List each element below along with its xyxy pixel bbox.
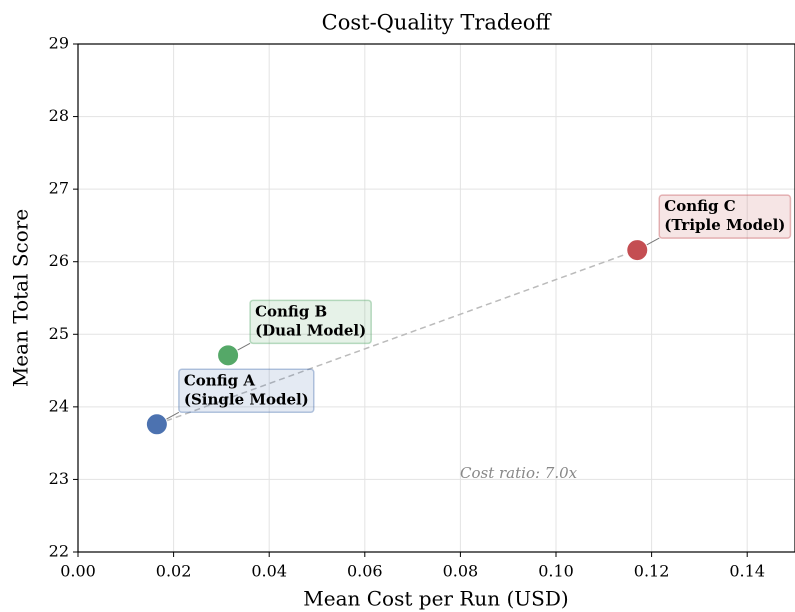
x-tick-label: 0.02 [156, 562, 192, 581]
y-tick-label: 23 [49, 469, 69, 488]
trend-line [156, 249, 638, 425]
y-axis-label: Mean Total Score [9, 209, 33, 387]
point-label: Config A(Single Model) [178, 368, 315, 414]
y-tick-label: 28 [49, 106, 69, 125]
y-tick-label: 22 [49, 542, 69, 561]
point [217, 344, 240, 367]
x-tick-label: 0.00 [60, 562, 96, 581]
label-text: (Dual Model) [255, 321, 366, 339]
x-tick-label: 0.06 [347, 562, 383, 581]
x-tick-label: 0.04 [251, 562, 287, 581]
chart-title: Cost-Quality Tradeoff [322, 11, 553, 35]
y-tick-label: 25 [49, 324, 69, 343]
y-tick-label: 24 [49, 396, 69, 415]
label-text: Config A [184, 371, 255, 389]
x-tick-label: 0.14 [729, 562, 765, 581]
label-text: Config B [255, 302, 327, 320]
point [145, 413, 168, 436]
plot-frame [77, 43, 795, 553]
y-tick-label: 26 [49, 251, 69, 270]
point-label: Config C(Triple Model) [658, 194, 792, 239]
label-box [658, 194, 792, 239]
x-tick-label: 0.08 [443, 562, 479, 581]
point [626, 239, 649, 262]
point-label: Config B(Dual Model) [249, 299, 372, 345]
y-tick-label: 27 [49, 179, 69, 198]
label-box [178, 368, 315, 414]
x-tick-label: 0.12 [634, 562, 670, 581]
label-text: (Single Model) [184, 390, 309, 408]
x-axis-label: Mean Cost per Run (USD) [303, 587, 568, 611]
y-tick-label: 29 [49, 34, 69, 53]
label-text: Config C [664, 197, 735, 215]
annotation: Cost ratio: 7.0x [460, 464, 578, 482]
label-text: (Triple Model) [664, 216, 785, 234]
label-box [249, 299, 372, 345]
x-tick-label: 0.10 [538, 562, 574, 581]
